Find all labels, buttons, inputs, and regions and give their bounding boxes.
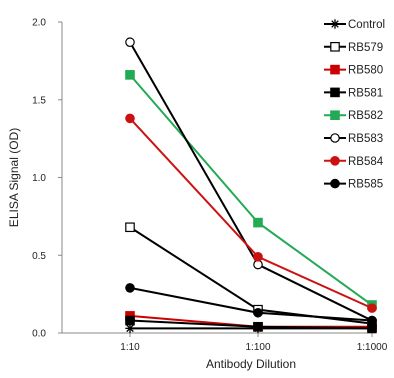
series-rb584 bbox=[125, 113, 377, 313]
legend-item: RB579 bbox=[324, 42, 383, 54]
legend-item: RB581 bbox=[324, 87, 383, 99]
series-line bbox=[129, 74, 373, 306]
star-stroke bbox=[126, 324, 134, 333]
legend-marker bbox=[330, 87, 340, 98]
legend-marker bbox=[330, 178, 340, 189]
data-point bbox=[253, 259, 263, 270]
y-tick-label: 1.5 bbox=[32, 95, 46, 106]
legend: Control RB579 RB580 RB581 RB582 RB583 RB584 RB5… bbox=[324, 19, 385, 191]
y-tick-label: 1.0 bbox=[32, 173, 46, 184]
legend-item: RB582 bbox=[324, 110, 383, 122]
legend-item: RB580 bbox=[324, 65, 383, 77]
x-tick-label: 1:1000 bbox=[357, 342, 388, 353]
legend-marker bbox=[330, 156, 340, 166]
legend-marker bbox=[330, 19, 340, 29]
x-tick-label: 1:100 bbox=[245, 342, 270, 353]
legend-marker bbox=[330, 64, 340, 75]
legend-item: RB584 bbox=[324, 156, 384, 168]
y-tick-label: 2.0 bbox=[32, 18, 46, 29]
series-rb581 bbox=[125, 315, 377, 334]
x-axis-title: Antibody Dilution bbox=[206, 357, 296, 371]
data-point bbox=[125, 283, 135, 293]
data-point bbox=[253, 252, 263, 262]
data-point bbox=[253, 217, 263, 228]
legend-label: RB583 bbox=[348, 133, 383, 145]
legend-label: RB581 bbox=[348, 87, 383, 99]
y-tick-label: 0.0 bbox=[32, 329, 46, 340]
star-stroke bbox=[331, 20, 339, 28]
legend-label: RB584 bbox=[348, 156, 384, 168]
data-point bbox=[367, 303, 377, 313]
y-tick-label: 0.5 bbox=[32, 251, 46, 262]
data-point bbox=[125, 222, 135, 233]
series-line bbox=[129, 226, 373, 325]
data-point bbox=[253, 321, 263, 332]
legend-label: RB585 bbox=[348, 179, 383, 191]
data-point bbox=[125, 315, 135, 326]
legend-item: Control bbox=[324, 19, 385, 31]
data-point bbox=[367, 315, 377, 326]
legend-label: RB580 bbox=[348, 65, 383, 77]
y-axis-title: ELISA Signal (OD) bbox=[7, 128, 21, 227]
legend-item: RB585 bbox=[324, 179, 383, 191]
y-ticks: 0.0 0.5 1.0 1.5 2.0 bbox=[32, 18, 62, 340]
series-line bbox=[129, 319, 373, 330]
legend-label: Control bbox=[348, 19, 385, 31]
legend-marker bbox=[330, 133, 340, 143]
legend-label: RB579 bbox=[348, 42, 383, 54]
data-point bbox=[125, 37, 135, 48]
data-point bbox=[125, 70, 135, 80]
legend-label: RB582 bbox=[348, 110, 383, 122]
series-rb582 bbox=[125, 70, 377, 310]
data-point bbox=[253, 307, 263, 318]
legend-marker bbox=[330, 110, 340, 120]
x-ticks: 1:10 1:100 1:1000 bbox=[120, 333, 388, 353]
data-point bbox=[125, 323, 135, 334]
series-rb585 bbox=[125, 283, 377, 326]
legend-item: RB583 bbox=[324, 133, 383, 145]
legend-marker bbox=[330, 41, 340, 52]
data-point bbox=[367, 323, 377, 334]
series-lines bbox=[125, 37, 377, 334]
data-point bbox=[125, 113, 135, 124]
x-tick-label: 1:10 bbox=[120, 342, 140, 353]
